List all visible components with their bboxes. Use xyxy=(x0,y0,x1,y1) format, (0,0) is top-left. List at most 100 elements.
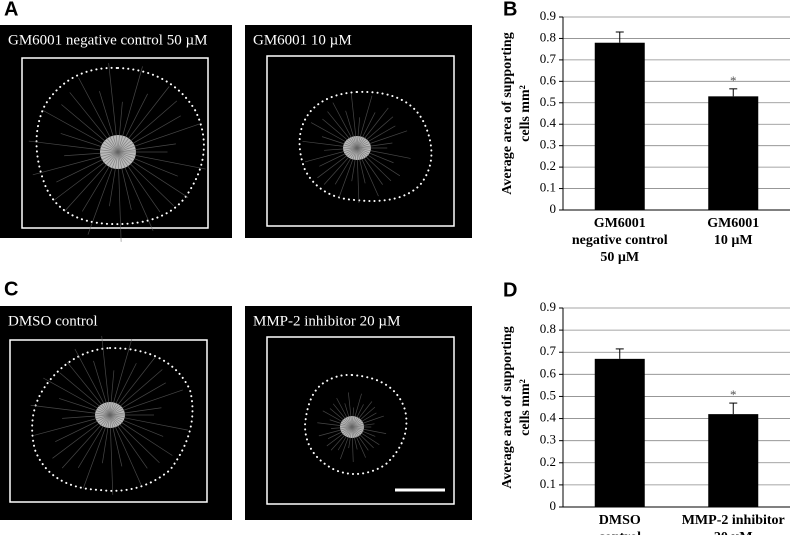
cell-process xyxy=(109,151,119,207)
cell-process xyxy=(109,414,188,431)
cell-process xyxy=(102,414,111,464)
cell-process xyxy=(304,147,358,163)
y-tick-label: 0.1 xyxy=(540,180,556,195)
cell-process xyxy=(58,398,111,416)
cell-process xyxy=(109,363,137,416)
cell-process xyxy=(356,147,360,203)
cell-process xyxy=(317,147,358,179)
cell-process xyxy=(117,151,174,206)
y-tick-label: 0 xyxy=(550,498,557,513)
cell-process xyxy=(30,404,111,416)
cell-process xyxy=(42,110,119,153)
cell-process xyxy=(302,140,358,149)
cell-process xyxy=(339,426,353,460)
image-caption: GM6001 negative control 50 µM xyxy=(8,33,207,49)
cell-process xyxy=(117,151,154,231)
cell-process xyxy=(66,361,111,416)
cell-process xyxy=(63,151,119,213)
y-tick-label: 0.5 xyxy=(540,94,556,109)
cell-process xyxy=(321,136,358,149)
significance-mark: * xyxy=(730,387,737,402)
cell-process xyxy=(327,111,358,149)
cell-process xyxy=(351,393,362,428)
image-caption: MMP-2 inhibitor 20 µM xyxy=(253,314,400,330)
cell-process xyxy=(109,414,148,469)
micrograph: GM6001 10 µM xyxy=(245,25,472,238)
bar xyxy=(708,414,759,507)
cell-process xyxy=(109,414,114,495)
cell-process xyxy=(351,426,387,434)
cell-process xyxy=(338,147,358,199)
cell-process xyxy=(330,426,353,451)
cell-process xyxy=(109,338,133,416)
cell-process xyxy=(356,147,366,184)
cell-process xyxy=(59,372,111,416)
cell-process xyxy=(74,348,111,416)
cell-process xyxy=(351,406,376,428)
y-axis-label: Average area of supporting cells mm² xyxy=(500,326,533,488)
cell-process xyxy=(93,360,111,416)
y-tick-label: 0.7 xyxy=(540,51,557,66)
cell-process xyxy=(356,147,394,164)
y-tick-label: 0.6 xyxy=(540,72,557,87)
cell-process xyxy=(356,116,394,149)
panel-label: D xyxy=(503,280,517,302)
cell-process xyxy=(61,104,119,153)
cell-process xyxy=(109,369,163,416)
cell-process xyxy=(117,151,189,198)
image-caption: DMSO control xyxy=(8,314,98,330)
cell-process xyxy=(60,133,119,153)
cell-process xyxy=(87,151,119,235)
cell-process xyxy=(108,63,119,153)
cell-process xyxy=(356,147,383,185)
cell-process xyxy=(356,147,401,177)
cell-process xyxy=(337,426,353,451)
bar xyxy=(594,42,645,210)
cell-process xyxy=(81,151,119,212)
panel-label: B xyxy=(503,0,517,21)
cell-process xyxy=(351,426,369,451)
cell-process xyxy=(323,147,358,185)
cell-process xyxy=(34,414,111,436)
cell-process xyxy=(117,115,181,153)
cell-process xyxy=(117,123,201,153)
cell-process xyxy=(351,426,358,450)
cell-process xyxy=(117,100,178,153)
image-caption: GM6001 10 µM xyxy=(253,33,352,49)
cell-process xyxy=(356,95,373,149)
cell-process xyxy=(348,426,353,449)
cell-process xyxy=(117,151,161,213)
cell-process xyxy=(317,422,353,428)
y-tick-label: 0.8 xyxy=(540,29,556,44)
cell-process xyxy=(351,426,366,458)
cell-process xyxy=(53,151,119,202)
cell-process xyxy=(109,370,115,416)
cell-process xyxy=(117,151,178,177)
cell-process xyxy=(109,382,166,416)
cell-process xyxy=(356,147,411,159)
cell-process xyxy=(356,147,392,182)
y-axis-label: Average area of supporting cells mm² xyxy=(500,32,533,194)
cell-process xyxy=(351,401,373,428)
cell-process xyxy=(327,426,353,440)
cell-process xyxy=(351,415,384,428)
cell-process xyxy=(77,414,111,469)
significance-mark: * xyxy=(730,73,737,88)
y-tick-label: 0.4 xyxy=(540,115,557,130)
cell-process xyxy=(69,92,119,153)
cell-process xyxy=(351,147,358,182)
cell-process xyxy=(356,125,396,149)
cell-process xyxy=(117,86,170,153)
cell-process xyxy=(55,414,111,443)
cell-process xyxy=(356,147,379,197)
y-tick-label: 0 xyxy=(550,201,557,216)
cell-process xyxy=(332,102,358,149)
cell-process xyxy=(318,426,353,437)
cell-process xyxy=(43,377,111,416)
panel-label: C xyxy=(4,279,18,301)
cell-process xyxy=(345,110,358,149)
y-tick-label: 0.2 xyxy=(540,158,556,173)
bar xyxy=(594,358,645,507)
